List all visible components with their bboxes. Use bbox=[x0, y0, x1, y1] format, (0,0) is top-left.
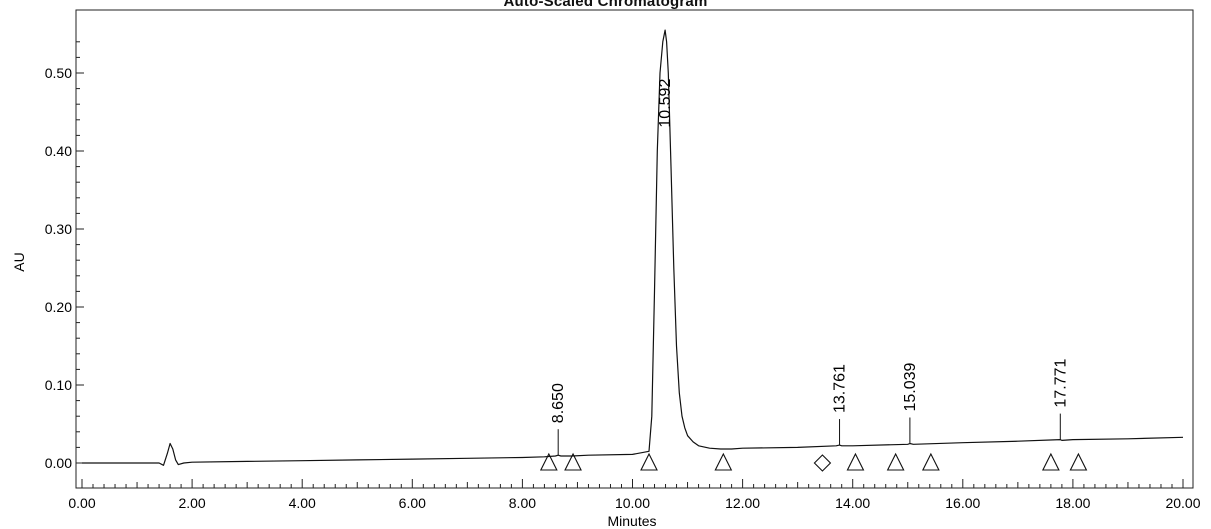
x-tick-label: 12.00 bbox=[725, 495, 760, 511]
peak-marker-triangle bbox=[640, 452, 658, 471]
y-tick-label: 0.20 bbox=[45, 299, 72, 315]
peak-retention-label: 17.771 bbox=[1052, 359, 1069, 408]
peak-marker-triangle bbox=[564, 452, 582, 471]
x-tick-label: 8.00 bbox=[509, 495, 536, 511]
chart-title: Auto-Scaled Chromatogram bbox=[503, 0, 708, 10]
plot-frame bbox=[75, 9, 1194, 489]
peak-marker-triangle bbox=[846, 452, 865, 471]
x-tick-label: 6.00 bbox=[399, 495, 426, 511]
peak-marker-diamond bbox=[813, 454, 832, 472]
y-tick-label: 0.30 bbox=[45, 221, 72, 237]
peak-marker-triangle bbox=[886, 452, 905, 471]
peak-marker-triangle bbox=[921, 452, 940, 471]
peak-marker-triangle bbox=[1041, 452, 1060, 471]
peak-retention-label: 10.592 bbox=[657, 79, 674, 128]
y-axis: 0.00 0.10 0.20 0.30 0.40 0.50 bbox=[45, 41, 84, 471]
peak-marker-triangle bbox=[1069, 452, 1088, 471]
x-tick-label: 10.00 bbox=[615, 495, 650, 511]
x-tick-label: 0.00 bbox=[68, 495, 95, 511]
x-tick-label: 18.00 bbox=[1055, 495, 1090, 511]
peak-markers bbox=[539, 452, 1088, 472]
x-tick-label: 2.00 bbox=[178, 495, 205, 511]
peak-marker-triangle bbox=[539, 452, 558, 471]
y-tick-label: 0.00 bbox=[45, 455, 72, 471]
peak-retention-label: 13.761 bbox=[832, 364, 849, 413]
x-tick-label: 16.00 bbox=[945, 495, 980, 511]
peak-marker-triangle bbox=[714, 452, 733, 471]
y-tick-label: 0.10 bbox=[45, 377, 72, 393]
x-tick-label: 14.00 bbox=[835, 495, 870, 511]
y-axis-label: AU bbox=[11, 252, 27, 271]
y-tick-label: 0.40 bbox=[45, 143, 72, 159]
x-tick-label: 20.00 bbox=[1165, 495, 1200, 511]
series-layer bbox=[82, 29, 1184, 466]
peak-labels: 8.650 10.592 13.761 15.039 17.771 bbox=[550, 79, 1069, 456]
x-tick-label: 4.00 bbox=[289, 495, 316, 511]
x-axis: 0.00 2.00 4.00 6.00 8.00 10.00 12.00 14.00 16.00… bbox=[68, 479, 1201, 511]
y-tick-label: 0.50 bbox=[45, 65, 72, 81]
peak-retention-label: 8.650 bbox=[550, 383, 567, 423]
chromatogram-trace bbox=[82, 29, 1184, 466]
peak-retention-label: 15.039 bbox=[902, 362, 919, 411]
x-axis-label: Minutes bbox=[607, 513, 656, 529]
